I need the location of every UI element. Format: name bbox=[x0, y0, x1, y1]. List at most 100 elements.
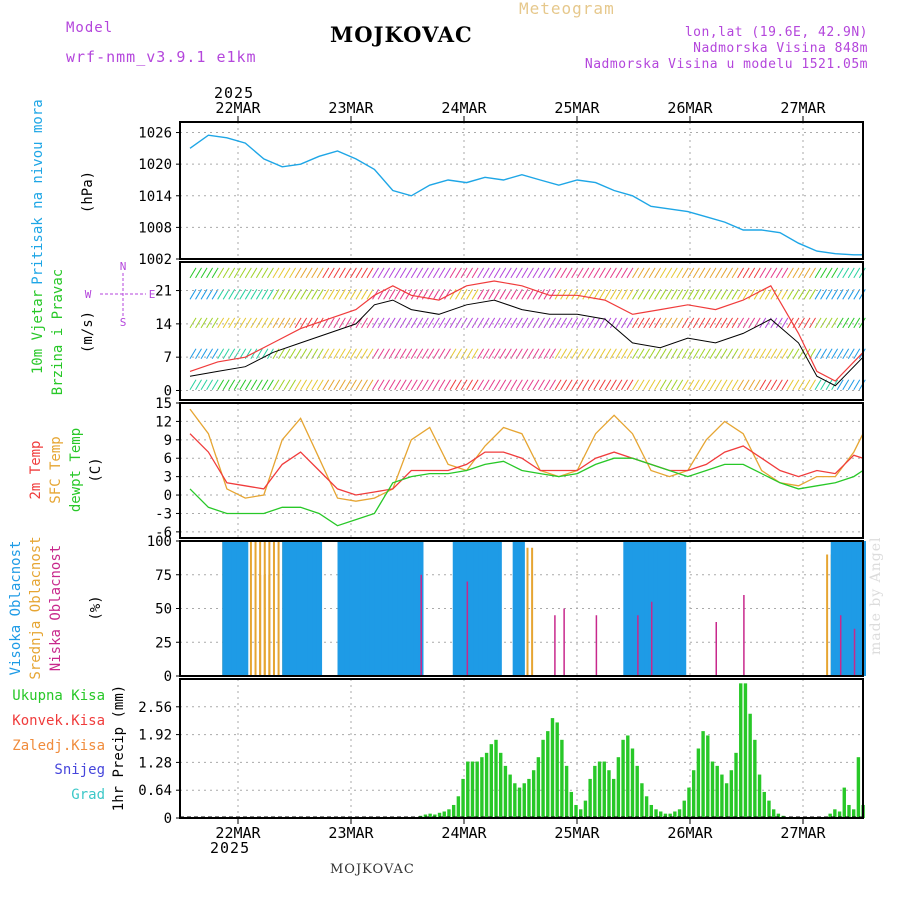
high-cloud-bar bbox=[238, 541, 242, 676]
wind-barb bbox=[809, 267, 816, 279]
wind-barb bbox=[206, 379, 214, 390]
mid-cloud-bar bbox=[254, 541, 257, 676]
wind-barb bbox=[670, 317, 678, 329]
wind-barb bbox=[217, 267, 225, 279]
wind-barb bbox=[538, 348, 545, 360]
high-cloud-bar bbox=[378, 541, 382, 676]
wind-barb bbox=[632, 267, 639, 279]
wind-barb bbox=[333, 267, 341, 279]
wind-barb bbox=[676, 317, 684, 329]
precip-bar bbox=[494, 739, 498, 818]
wind-barb bbox=[770, 267, 778, 279]
high-cloud-bar bbox=[395, 541, 399, 676]
wind-barb bbox=[278, 348, 285, 360]
wind-barb bbox=[737, 289, 745, 300]
wind-barb bbox=[648, 379, 656, 390]
precip-bar bbox=[767, 800, 771, 818]
high-cloud-bar bbox=[644, 541, 648, 676]
wind-barb bbox=[294, 267, 302, 279]
wind-barb bbox=[250, 317, 258, 329]
y-tick-label: 1002 bbox=[138, 252, 172, 268]
wind-barb bbox=[421, 317, 429, 329]
high-cloud-bar bbox=[298, 541, 302, 676]
high-cloud-bar bbox=[226, 541, 230, 676]
low-cloud-bar bbox=[420, 574, 422, 676]
high-cloud-bar bbox=[837, 541, 841, 676]
high-cloud-bar bbox=[309, 541, 313, 676]
wind-barb bbox=[670, 289, 678, 300]
wind-barb bbox=[560, 267, 568, 279]
precip-bar bbox=[555, 722, 559, 818]
wind-barb bbox=[471, 289, 479, 300]
wind-barb bbox=[338, 348, 346, 360]
temp-axis-title-2: SFC Temp bbox=[48, 436, 64, 503]
precip-legend-item: Snijeg bbox=[54, 762, 105, 778]
high-cloud-bar bbox=[833, 541, 837, 676]
precip-bar bbox=[456, 796, 461, 818]
top-day-label: 26MAR bbox=[667, 99, 713, 117]
wind-barb bbox=[300, 289, 308, 300]
wind-barb bbox=[416, 317, 424, 329]
precip-bar bbox=[626, 735, 630, 818]
wind-barb bbox=[344, 348, 352, 360]
wind-barb bbox=[604, 348, 612, 360]
wind-barb bbox=[698, 317, 706, 329]
wind-barb bbox=[737, 267, 745, 279]
y-tick-label: 6 bbox=[164, 451, 172, 467]
wind-barb bbox=[538, 289, 545, 300]
compass-s: S bbox=[120, 316, 127, 329]
wind-barb bbox=[593, 267, 601, 279]
wind-barb bbox=[267, 267, 274, 279]
y-tick-label: 15 bbox=[155, 396, 172, 412]
wind-barb bbox=[410, 317, 418, 329]
compass-w: W bbox=[85, 288, 92, 301]
wind-barb bbox=[239, 289, 247, 300]
high-cloud-bar bbox=[473, 541, 477, 676]
high-cloud-bar bbox=[678, 541, 682, 676]
wind-barb bbox=[532, 348, 540, 360]
high-cloud-bar bbox=[512, 541, 516, 676]
wind-barb bbox=[438, 267, 446, 279]
y-tick-label: 1008 bbox=[138, 220, 172, 236]
temp-axis-title-1: 2m Temp bbox=[28, 440, 44, 499]
wind-barb bbox=[709, 317, 717, 329]
wind-barb bbox=[189, 379, 197, 390]
wind-barb bbox=[239, 267, 247, 279]
wind-barb bbox=[831, 379, 839, 390]
wind-barb bbox=[405, 379, 413, 390]
high-cloud-bar bbox=[839, 541, 843, 676]
wind-barb bbox=[576, 348, 584, 360]
wind-barb bbox=[775, 267, 783, 279]
wind-barb bbox=[692, 317, 700, 329]
wind-barb bbox=[372, 379, 379, 390]
wind-barb bbox=[560, 348, 568, 360]
wind-barb bbox=[576, 379, 584, 390]
high-cloud-bar bbox=[494, 541, 498, 676]
low-cloud-bar bbox=[853, 628, 856, 676]
wind-barb bbox=[753, 289, 761, 300]
precip-bar bbox=[564, 765, 569, 818]
wind-barb bbox=[831, 289, 839, 300]
wind-barb bbox=[261, 379, 269, 390]
wind-barb bbox=[217, 379, 225, 390]
wind-barb bbox=[283, 348, 291, 360]
high-cloud-bar bbox=[830, 541, 834, 676]
y-tick-label: 75 bbox=[155, 568, 172, 584]
wind-barb bbox=[753, 267, 761, 279]
wind-barb bbox=[632, 348, 639, 360]
mid-cloud-bar bbox=[826, 554, 829, 676]
wind-barb bbox=[316, 379, 324, 390]
wind-barb bbox=[355, 379, 363, 390]
wind-barb bbox=[394, 267, 402, 279]
high-cloud-bar bbox=[346, 541, 350, 676]
wind-barb bbox=[195, 289, 202, 300]
high-cloud-bar bbox=[402, 541, 406, 676]
wind-barb bbox=[820, 267, 828, 279]
temperature-panel-frame bbox=[179, 402, 864, 539]
wind-barb bbox=[499, 267, 507, 279]
wind-barb bbox=[842, 348, 850, 360]
wind-barb bbox=[565, 348, 573, 360]
y-tick-label: 1014 bbox=[138, 189, 172, 205]
wind-barb bbox=[311, 267, 319, 279]
wind-barb bbox=[383, 379, 391, 390]
